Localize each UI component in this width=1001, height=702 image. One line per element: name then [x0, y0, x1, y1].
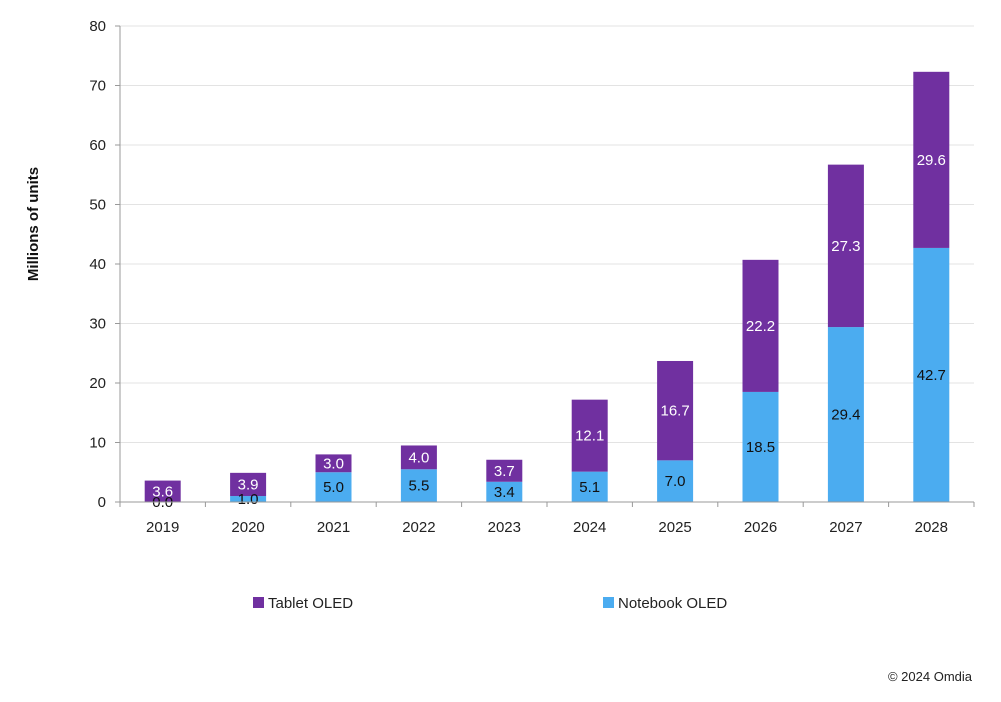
y-tick-label: 20	[89, 375, 106, 392]
x-tick-label-2025: 2025	[658, 519, 691, 536]
x-tick-label-2027: 2027	[829, 519, 862, 536]
bar-notebook-oled-2025	[657, 460, 694, 502]
x-tick-label-2028: 2028	[915, 519, 948, 536]
data-labels: 0.03.6 1.03.9 5.03.05.54.03.43.75.112.17.0…	[152, 152, 946, 511]
grid-lines	[120, 25, 974, 443]
data-label-tablet-oled-2019: 3.6	[152, 483, 173, 500]
bar-tablet-oled-2027	[827, 164, 864, 328]
x-tick-label-2020: 2020	[231, 519, 264, 536]
bar-notebook-oled-2022	[400, 469, 437, 502]
legend-swatch-notebook-oled	[603, 597, 614, 608]
bar-tablet-oled-2019	[144, 480, 181, 502]
bar-notebook-oled-2028	[913, 247, 950, 502]
data-label-tablet-oled-2021: 3.0	[323, 455, 344, 472]
data-label-notebook-oled-2022: 5.5	[408, 478, 429, 495]
bar-tablet-oled-2026	[742, 259, 779, 392]
y-tick-label: 50	[89, 197, 106, 214]
x-tick-label-2019: 2019	[146, 519, 179, 536]
data-label-tablet-oled-2023: 3.7	[494, 463, 515, 480]
y-axis-label: Millions of units	[25, 167, 42, 281]
y-tick-label: 60	[89, 137, 106, 154]
data-label-notebook-oled-2023: 3.4	[494, 484, 515, 501]
legend-label-tablet-oled: Tablet OLED	[268, 595, 353, 612]
data-label-notebook-oled-2020: 1.0	[238, 491, 259, 508]
bar-notebook-oled-2023	[486, 481, 523, 502]
x-tick-label-2022: 2022	[402, 519, 435, 536]
x-tick-label-2021: 2021	[317, 519, 350, 536]
bars	[144, 71, 950, 502]
bar-tablet-oled-2022	[400, 445, 437, 470]
y-tick-label: 40	[89, 256, 106, 273]
bar-notebook-oled-2027	[827, 327, 864, 502]
y-tick-label: 30	[89, 316, 106, 333]
axes: 0 10 20 30 40 50 60 70 80 2019 2020 2021 2022 2023 202…	[89, 18, 975, 536]
legend: Tablet OLED Notebook OLED	[253, 595, 727, 612]
y-tick-label: 0	[98, 494, 106, 511]
bar-notebook-oled-2020	[230, 496, 267, 502]
bar-tablet-oled-2025	[657, 360, 694, 461]
data-label-notebook-oled-2024: 5.1	[579, 479, 600, 496]
y-tick-label: 70	[89, 78, 106, 95]
data-label-tablet-oled-2025: 16.7	[660, 403, 689, 420]
y-tick-label: 10	[89, 435, 106, 452]
bar-tablet-oled-2024	[571, 399, 608, 472]
data-label-notebook-oled-2027: 29.4	[831, 407, 860, 424]
bar-tablet-oled-2028	[913, 71, 950, 248]
data-label-notebook-oled-2021: 5.0	[323, 479, 344, 496]
bar-tablet-oled-2023	[486, 459, 523, 482]
data-label-notebook-oled-2025: 7.0	[665, 473, 686, 490]
source-note: © 2024 Omdia	[888, 669, 973, 684]
data-label-tablet-oled-2026: 22.2	[746, 318, 775, 335]
bar-tablet-oled-2021	[315, 454, 352, 473]
bar-notebook-oled-2026	[742, 391, 779, 502]
bar-notebook-oled-2024	[571, 471, 608, 502]
x-tick-label-2026: 2026	[744, 519, 777, 536]
bar-notebook-oled-2021	[315, 472, 352, 502]
x-tick-label-2023: 2023	[488, 519, 521, 536]
data-label-tablet-oled-2024: 12.1	[575, 428, 604, 445]
bar-tablet-oled-2020	[230, 472, 267, 497]
data-label-notebook-oled-2028: 42.7	[917, 367, 946, 384]
y-tick-label: 80	[89, 18, 106, 35]
data-label-notebook-oled-2026: 18.5	[746, 439, 775, 456]
data-label-tablet-oled-2020: 3.9	[238, 476, 259, 493]
x-tick-label-2024: 2024	[573, 519, 606, 536]
legend-label-notebook-oled: Notebook OLED	[618, 595, 727, 612]
data-label-tablet-oled-2027: 27.3	[831, 238, 860, 255]
data-label-tablet-oled-2028: 29.6	[917, 152, 946, 169]
data-label-tablet-oled-2022: 4.0	[408, 449, 429, 466]
legend-swatch-tablet-oled	[253, 597, 264, 608]
